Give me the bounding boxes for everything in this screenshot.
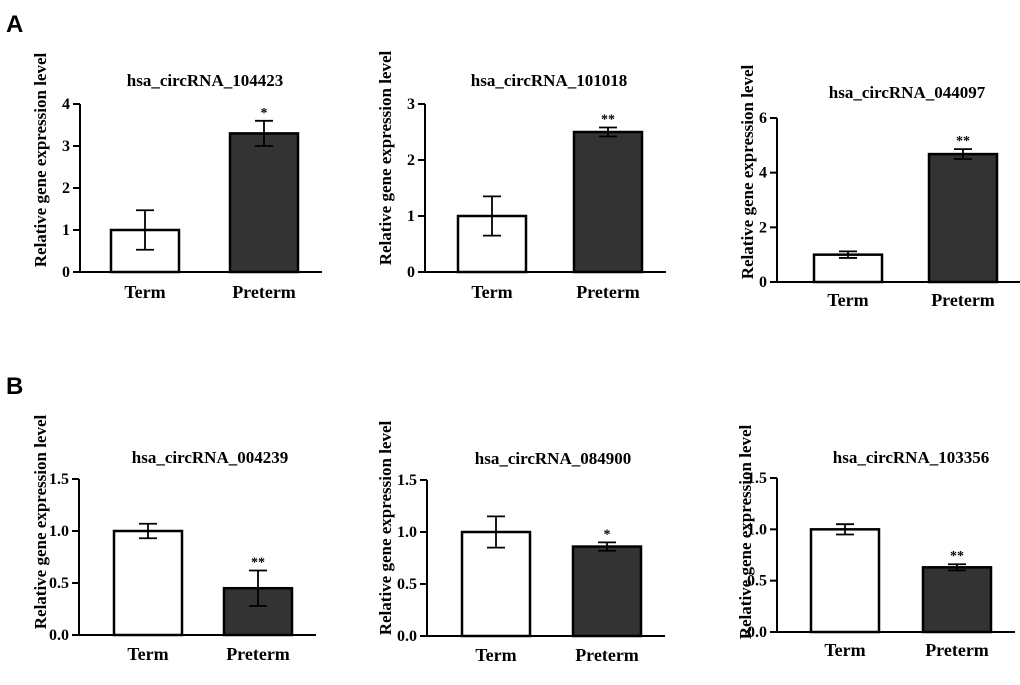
x-category-label: Preterm xyxy=(575,645,639,665)
y-tick-label: 0.5 xyxy=(49,575,69,592)
y-tick-label: 6 xyxy=(759,110,767,127)
y-axis-label: Relative gene expression level xyxy=(736,424,755,639)
chart-1: hsa_circRNA_104423 Relative gene expressi… xyxy=(31,52,322,302)
y-tick-label: 2 xyxy=(759,219,767,236)
y-tick-label: 2 xyxy=(407,152,415,169)
y-tick-label: 1.0 xyxy=(397,524,417,541)
significance-label: ** xyxy=(956,134,970,149)
y-tick-label: 1.5 xyxy=(49,471,69,488)
x-category-label: Term xyxy=(824,640,865,660)
y-axis-label: Relative gene expression level xyxy=(376,50,395,265)
y-tick-label: 0.5 xyxy=(397,576,417,593)
chart-4: hsa_circRNA_004239 Relative gene expressi… xyxy=(31,414,316,664)
significance-label: * xyxy=(261,106,268,121)
charts-container: hsa_circRNA_104423 Relative gene expressi… xyxy=(31,50,1020,665)
y-axis-label: Relative gene expression level xyxy=(31,414,50,629)
y-tick-label: 0 xyxy=(407,264,415,281)
x-category-label: Preterm xyxy=(925,640,989,660)
bar-preterm xyxy=(571,545,643,638)
y-tick-label: 1.0 xyxy=(747,521,767,538)
y-tick-label: 3 xyxy=(407,96,415,113)
chart-title: hsa_circRNA_101018 xyxy=(471,71,627,90)
y-tick-label: 4 xyxy=(759,165,767,182)
bar-term xyxy=(112,529,184,637)
y-tick-label: 1 xyxy=(62,222,70,239)
x-category-label: Term xyxy=(475,645,516,665)
x-category-label: Preterm xyxy=(931,290,995,310)
bar-term xyxy=(812,253,884,284)
panel-label-a: A xyxy=(6,11,23,38)
chart-title: hsa_circRNA_044097 xyxy=(829,83,986,102)
y-axis-label: Relative gene expression level xyxy=(738,64,757,279)
x-category-label: Preterm xyxy=(232,282,296,302)
y-tick-label: 3 xyxy=(62,138,70,155)
significance-label: * xyxy=(604,527,611,542)
x-category-label: Term xyxy=(124,282,165,302)
y-tick-label: 2 xyxy=(62,180,70,197)
y-tick-label: 0.5 xyxy=(747,573,767,590)
x-category-label: Preterm xyxy=(576,282,640,302)
y-tick-label: 0.0 xyxy=(397,628,417,645)
chart-title: hsa_circRNA_103356 xyxy=(833,448,989,467)
chart-6: hsa_circRNA_103356 Relative gene expressi… xyxy=(736,424,1015,660)
x-category-label: Term xyxy=(827,290,868,310)
y-tick-label: 1.0 xyxy=(49,523,69,540)
bar-term xyxy=(809,528,881,634)
y-tick-label: 4 xyxy=(62,96,70,113)
bar-preterm xyxy=(572,130,644,274)
bar-preterm xyxy=(921,566,993,634)
significance-label: ** xyxy=(251,556,265,571)
y-tick-label: 0 xyxy=(759,274,767,291)
panel-label-b: B xyxy=(6,373,23,400)
bar-preterm xyxy=(927,152,999,284)
significance-label: ** xyxy=(601,113,615,128)
bar-preterm xyxy=(228,132,300,274)
chart-title: hsa_circRNA_084900 xyxy=(475,449,631,468)
y-tick-label: 1.5 xyxy=(397,472,417,489)
y-tick-label: 1 xyxy=(407,208,415,225)
y-tick-label: 0.0 xyxy=(49,627,69,644)
chart-5: hsa_circRNA_084900 Relative gene expressi… xyxy=(376,420,665,665)
chart-2: hsa_circRNA_101018 Relative gene expressi… xyxy=(376,50,666,302)
significance-label: ** xyxy=(950,549,964,564)
x-category-label: Preterm xyxy=(226,644,290,664)
chart-3: hsa_circRNA_044097 Relative gene expressi… xyxy=(738,64,1020,310)
y-axis-label: Relative gene expression level xyxy=(376,420,395,635)
y-tick-label: 0.0 xyxy=(747,624,767,641)
y-axis-label: Relative gene expression level xyxy=(31,52,50,267)
chart-title: hsa_circRNA_104423 xyxy=(127,71,283,90)
y-tick-label: 0 xyxy=(62,264,70,281)
y-tick-label: 1.5 xyxy=(747,470,767,487)
x-category-label: Term xyxy=(127,644,168,664)
chart-title: hsa_circRNA_004239 xyxy=(132,448,288,467)
x-category-label: Term xyxy=(471,282,512,302)
bar-term xyxy=(460,530,532,638)
